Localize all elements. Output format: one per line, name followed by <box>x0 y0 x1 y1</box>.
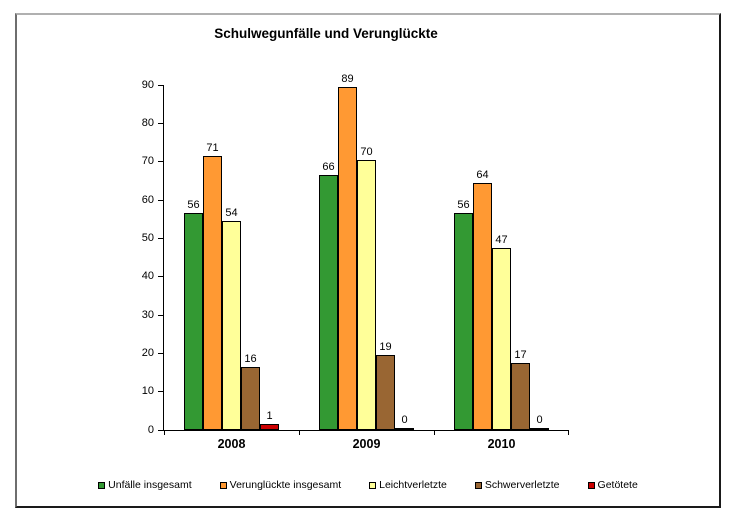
x-tick <box>299 430 300 435</box>
value-label-schwerverletzte-2009: 19 <box>379 341 392 353</box>
value-label-leichtverletzte-2009: 70 <box>360 146 373 158</box>
y-tick-label: 30 <box>141 308 154 321</box>
bar-verunglueckte-insgesamt-2008 <box>203 156 222 430</box>
bar-leichtverletzte-2008 <box>222 221 241 430</box>
y-tick <box>158 314 164 316</box>
legend-item-getoetete: Getötete <box>587 479 638 491</box>
y-tick-label: 80 <box>141 116 154 129</box>
plot-area: 0 10 20 30 40 50 60 70 80 90 56 71 54 16 1 2008 66 89 70 19… <box>142 74 569 451</box>
y-tick <box>158 352 164 354</box>
x-tick <box>434 430 435 435</box>
bar-leichtverletzte-2010 <box>492 248 511 430</box>
value-label-verunglueckte-insgesamt-2009: 89 <box>341 73 354 85</box>
legend-label-leichtverletzte: Leichtverletzte <box>379 479 447 491</box>
y-tick <box>158 276 164 278</box>
legend-item-verunglueckte-insgesamt: Verunglückte insgesamt <box>219 479 342 491</box>
value-label-verunglueckte-insgesamt-2010: 64 <box>476 169 489 181</box>
bar-getoetete-2009 <box>395 428 414 430</box>
y-tick-label: 40 <box>141 270 154 283</box>
x-category-label-2010: 2010 <box>487 437 516 451</box>
value-label-leichtverletzte-2010: 47 <box>495 234 508 246</box>
bar-getoetete-2008 <box>260 424 279 430</box>
value-label-getoetete-2008: 1 <box>266 410 273 422</box>
value-label-getoetete-2010: 0 <box>536 414 543 426</box>
legend-item-leichtverletzte: Leichtverletzte <box>369 479 447 491</box>
y-tick-label: 60 <box>141 193 154 206</box>
y-tick <box>158 237 164 239</box>
y-tick <box>158 199 164 201</box>
legend-item-schwerverletzte: Schwerverletzte <box>474 479 560 491</box>
value-label-unfaelle-insgesamt-2010: 56 <box>457 199 470 211</box>
chart-frame: Schulwegunfälle und Verunglückte 0 10 20 30… <box>15 13 721 508</box>
y-tick-label: 20 <box>141 346 154 359</box>
x-category-label-2008: 2008 <box>217 437 246 451</box>
legend-label-unfaelle-insgesamt: Unfälle insgesamt <box>108 479 192 491</box>
bar-leichtverletzte-2009 <box>357 160 376 430</box>
legend-label-schwerverletzte: Schwerverletzte <box>484 479 560 491</box>
y-tick <box>158 161 164 163</box>
y-tick <box>158 84 164 86</box>
y-tick-label: 10 <box>141 385 154 398</box>
y-tick <box>158 122 164 124</box>
legend-item-unfaelle-insgesamt: Unfälle insgesamt <box>98 479 192 491</box>
legend-swatch-schwerverletzte <box>474 481 482 489</box>
legend-label-verunglueckte-insgesamt: Verunglückte insgesamt <box>229 479 342 491</box>
value-label-schwerverletzte-2008: 16 <box>244 353 257 365</box>
x-category-label-2009: 2009 <box>352 437 381 451</box>
y-tick <box>158 429 164 431</box>
bar-schwerverletzte-2010 <box>511 363 530 430</box>
legend-label-getoetete: Getötete <box>597 479 638 491</box>
y-tick-label: 50 <box>141 231 154 244</box>
bar-unfaelle-insgesamt-2008 <box>184 213 203 430</box>
y-tick-label: 70 <box>141 155 154 168</box>
value-label-unfaelle-insgesamt-2008: 56 <box>187 199 200 211</box>
bar-schwerverletzte-2008 <box>241 367 260 430</box>
value-label-getoetete-2009: 0 <box>401 414 408 426</box>
value-label-verunglueckte-insgesamt-2008: 71 <box>206 142 219 154</box>
bar-verunglueckte-insgesamt-2010 <box>473 183 492 430</box>
bar-unfaelle-insgesamt-2009 <box>319 175 338 430</box>
x-tick <box>568 430 569 435</box>
chart-title: Schulwegunfälle und Verunglückte <box>214 26 438 41</box>
bar-schwerverletzte-2009 <box>376 355 395 430</box>
bar-unfaelle-insgesamt-2010 <box>454 213 473 430</box>
legend: Unfälle insgesamt Verunglückte insgesamt L… <box>17 479 719 491</box>
legend-swatch-leichtverletzte <box>369 481 377 489</box>
value-label-unfaelle-insgesamt-2009: 66 <box>322 161 335 173</box>
legend-swatch-getoetete <box>587 481 595 489</box>
value-label-schwerverletzte-2010: 17 <box>514 349 527 361</box>
y-tick <box>158 391 164 393</box>
legend-swatch-verunglueckte-insgesamt <box>219 481 227 489</box>
legend-swatch-unfaelle-insgesamt <box>98 481 106 489</box>
y-tick-label: 0 <box>147 423 154 436</box>
value-label-leichtverletzte-2008: 54 <box>225 207 238 219</box>
bar-verunglueckte-insgesamt-2009 <box>338 87 357 430</box>
bar-getoetete-2010 <box>530 428 549 430</box>
x-tick <box>164 430 165 435</box>
y-tick-label: 90 <box>141 78 154 91</box>
